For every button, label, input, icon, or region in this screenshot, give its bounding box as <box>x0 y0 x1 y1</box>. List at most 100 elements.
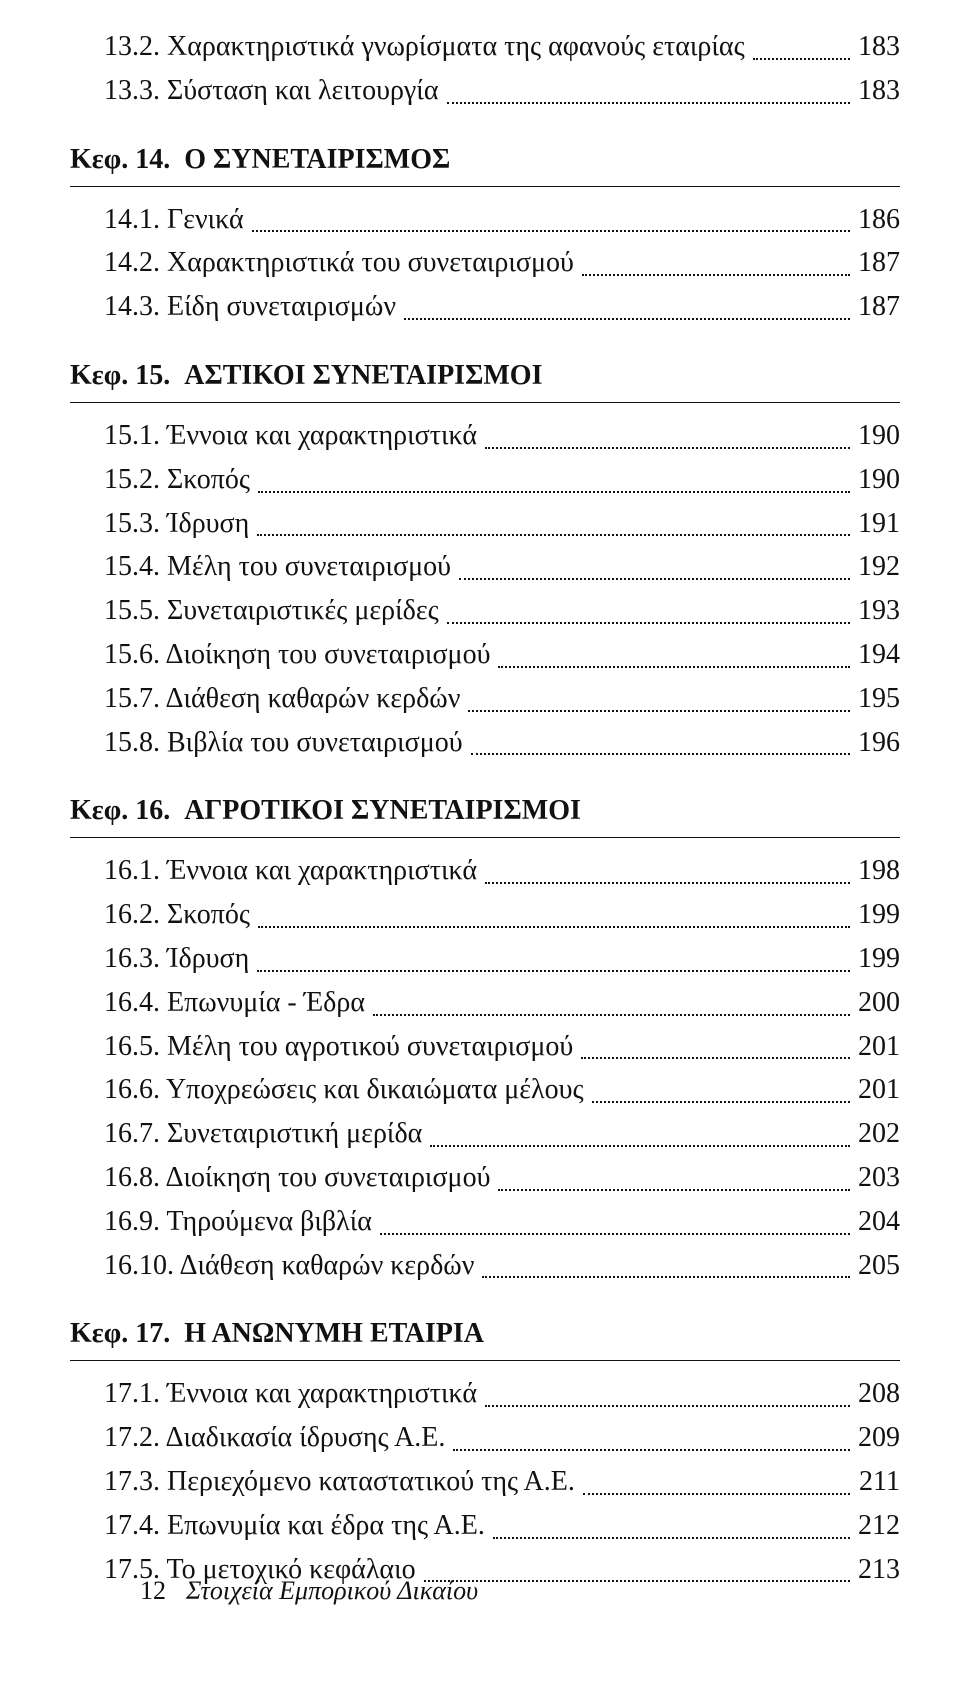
leader-dots <box>258 918 850 928</box>
toc-entry-page: 201 <box>858 1071 900 1109</box>
toc-entry-label: 16.2. Σκοπός <box>104 896 250 934</box>
leader-dots <box>485 874 850 884</box>
toc-entry-label: 17.4. Επωνυμία και έδρα της Α.Ε. <box>104 1507 485 1545</box>
toc-entry-label: 15.6. Διοίκηση του συνεταιρισμού <box>104 636 490 674</box>
leader-dots <box>485 1397 850 1407</box>
toc-entry-label: 16.10. Διάθεση καθαρών κερδών <box>104 1247 474 1285</box>
toc-entry-page: 200 <box>858 984 900 1022</box>
toc-entry: 16.8. Διοίκηση του συνεταιρισμού203 <box>70 1159 900 1197</box>
chapter-label: Κεφ. 15. <box>70 360 170 392</box>
toc-entry: 17.1. Έννοια και χαρακτηριστικά 208 <box>70 1375 900 1413</box>
toc-entry-label: 15.8. Βιβλία του συνεταιρισμού <box>104 724 463 762</box>
toc-entry-label: 13.3. Σύσταση και λειτουργία <box>104 72 439 110</box>
toc-entry-label: 15.3. Ίδρυση <box>104 505 249 543</box>
toc-entry-page: 212 <box>858 1507 900 1545</box>
toc-entry: 14.2. Χαρακτηριστικά του συνεταιρισμού18… <box>70 244 900 282</box>
toc-entry-label: 15.5. Συνεταιριστικές μερίδες <box>104 592 439 630</box>
leader-dots <box>753 49 850 59</box>
chapter-label: Κεφ. 17. <box>70 1318 170 1350</box>
toc-entry-label: 17.1. Έννοια και χαρακτηριστικά <box>104 1375 477 1413</box>
toc-entry-label: 17.3. Περιεχόμενο καταστατικού της Α.Ε. <box>104 1463 575 1501</box>
toc-entry-label: 17.2. Διαδικασία ίδρυσης Α.Ε. <box>104 1419 445 1457</box>
leader-dots <box>258 482 850 492</box>
chapter-heading: Κεφ. 16. ΑΓΡΟΤΙΚΟΙ ΣΥΝΕΤΑΙΡΙΣΜΟΙ <box>70 795 900 838</box>
toc-entry: 16.10. Διάθεση καθαρών κερδών 205 <box>70 1247 900 1285</box>
toc-entry: 15.5. Συνεταιριστικές μερίδες193 <box>70 592 900 630</box>
toc-entry-page: 201 <box>858 1028 900 1066</box>
leader-dots <box>493 1528 850 1538</box>
toc-entry-page: 198 <box>858 852 900 890</box>
leader-dots <box>482 1268 850 1278</box>
toc-entry-label: 15.1. Έννοια και χαρακτηριστικά <box>104 417 477 455</box>
toc-entry-label: 15.7. Διάθεση καθαρών κερδών <box>104 680 460 718</box>
page-footer: 12 Στοιχεία Εμπορικού Δικαίου <box>140 1576 478 1606</box>
toc-entry-page: 202 <box>858 1115 900 1153</box>
chapter-label: Κεφ. 16. <box>70 795 170 827</box>
toc-entry-page: 199 <box>858 940 900 978</box>
toc-entry-page: 190 <box>858 417 900 455</box>
toc-entry-page: 205 <box>858 1247 900 1285</box>
toc-entry-page: 190 <box>858 461 900 499</box>
toc-entry: 16.9. Τηρούμενα βιβλία204 <box>70 1203 900 1241</box>
toc-entry-page: 208 <box>858 1375 900 1413</box>
toc-entry-label: 16.3. Ίδρυση <box>104 940 249 978</box>
toc-entry-page: 213 <box>858 1551 900 1589</box>
toc-entry-page: 183 <box>858 28 900 66</box>
leader-dots <box>485 438 850 448</box>
toc-entry: 15.6. Διοίκηση του συνεταιρισμού 194 <box>70 636 900 674</box>
leader-dots <box>582 266 850 276</box>
toc-entry: 13.3. Σύσταση και λειτουργία183 <box>70 72 900 110</box>
chapter-title: ΑΓΡΟΤΙΚΟΙ ΣΥΝΕΤΑΙΡΙΣΜΟΙ <box>184 795 581 827</box>
toc-entry-label: 13.2. Χαρακτηριστικά γνωρίσματα της αφαν… <box>104 28 745 66</box>
page: 13.2. Χαρακτηριστικά γνωρίσματα της αφαν… <box>70 28 900 1646</box>
toc-entry-label: 15.2. Σκοπός <box>104 461 250 499</box>
chapter-title: Η ΑΝΩΝΥΜΗ ΕΤΑΙΡΙΑ <box>184 1318 484 1350</box>
toc-entry-label: 15.4. Μέλη του συνεταιρισμού <box>104 548 451 586</box>
leader-dots <box>404 310 850 320</box>
chapter-heading: Κεφ. 15. ΑΣΤΙΚΟΙ ΣΥΝΕΤΑΙΡΙΣΜΟΙ <box>70 360 900 403</box>
toc-entry: 15.7. Διάθεση καθαρών κερδών 195 <box>70 680 900 718</box>
toc-entry: 15.4. Μέλη του συνεταιρισμού192 <box>70 548 900 586</box>
toc-entry-label: 16.7. Συνεταιριστική μερίδα <box>104 1115 422 1153</box>
leader-dots <box>430 1137 850 1147</box>
toc-entry-page: 195 <box>858 680 900 718</box>
toc-entry-label: 16.6. Υποχρεώσεις και δικαιώματα μέλους <box>104 1071 584 1109</box>
toc-entry: 15.1. Έννοια και χαρακτηριστικά 190 <box>70 417 900 455</box>
leader-dots <box>471 745 850 755</box>
toc-entry-page: 187 <box>858 288 900 326</box>
toc-entry-label: 16.4. Επωνυμία - Έδρα <box>104 984 365 1022</box>
toc-entry: 16.7. Συνεταιριστική μερίδα 202 <box>70 1115 900 1153</box>
toc-entry-page: 194 <box>858 636 900 674</box>
toc-entry: 16.2. Σκοπός 199 <box>70 896 900 934</box>
table-of-contents: 13.2. Χαρακτηριστικά γνωρίσματα της αφαν… <box>70 28 900 1588</box>
toc-entry-label: 14.3. Είδη συνεταιρισμών <box>104 288 396 326</box>
leader-dots <box>468 701 850 711</box>
chapter-title: Ο ΣΥΝΕΤΑΙΡΙΣΜΟΣ <box>184 144 450 176</box>
leader-dots <box>583 1484 850 1494</box>
toc-entry-page: 187 <box>858 244 900 282</box>
toc-entry: 16.5. Μέλη του αγροτικού συνεταιρισμού 20… <box>70 1028 900 1066</box>
toc-entry: 17.3. Περιεχόμενο καταστατικού της Α.Ε. 2… <box>70 1463 900 1501</box>
toc-entry: 15.3. Ίδρυση191 <box>70 505 900 543</box>
toc-entry: 16.3. Ίδρυση 199 <box>70 940 900 978</box>
leader-dots <box>252 222 850 232</box>
toc-entry-label: 14.1. Γενικά <box>104 201 244 239</box>
leader-dots <box>424 1572 850 1582</box>
toc-entry: 13.2. Χαρακτηριστικά γνωρίσματα της αφαν… <box>70 28 900 66</box>
chapter-heading: Κεφ. 17. Η ΑΝΩΝΥΜΗ ΕΤΑΙΡΙΑ <box>70 1318 900 1361</box>
chapter-label: Κεφ. 14. <box>70 144 170 176</box>
leader-dots <box>447 614 850 624</box>
toc-entry: 14.1. Γενικά186 <box>70 201 900 239</box>
leader-dots <box>592 1093 850 1103</box>
leader-dots <box>459 570 850 580</box>
toc-entry-label: 16.5. Μέλη του αγροτικού συνεταιρισμού <box>104 1028 573 1066</box>
toc-entry: 17.2. Διαδικασία ίδρυσης Α.Ε.209 <box>70 1419 900 1457</box>
chapter-title: ΑΣΤΙΚΟΙ ΣΥΝΕΤΑΙΡΙΣΜΟΙ <box>184 360 542 392</box>
leader-dots <box>453 1441 850 1451</box>
toc-entry-label: 16.8. Διοίκηση του συνεταιρισμού <box>104 1159 490 1197</box>
leader-dots <box>380 1224 850 1234</box>
toc-entry-page: 211 <box>858 1463 900 1501</box>
toc-entry: 15.2. Σκοπός 190 <box>70 461 900 499</box>
toc-entry-page: 199 <box>858 896 900 934</box>
leader-dots <box>498 1180 850 1190</box>
